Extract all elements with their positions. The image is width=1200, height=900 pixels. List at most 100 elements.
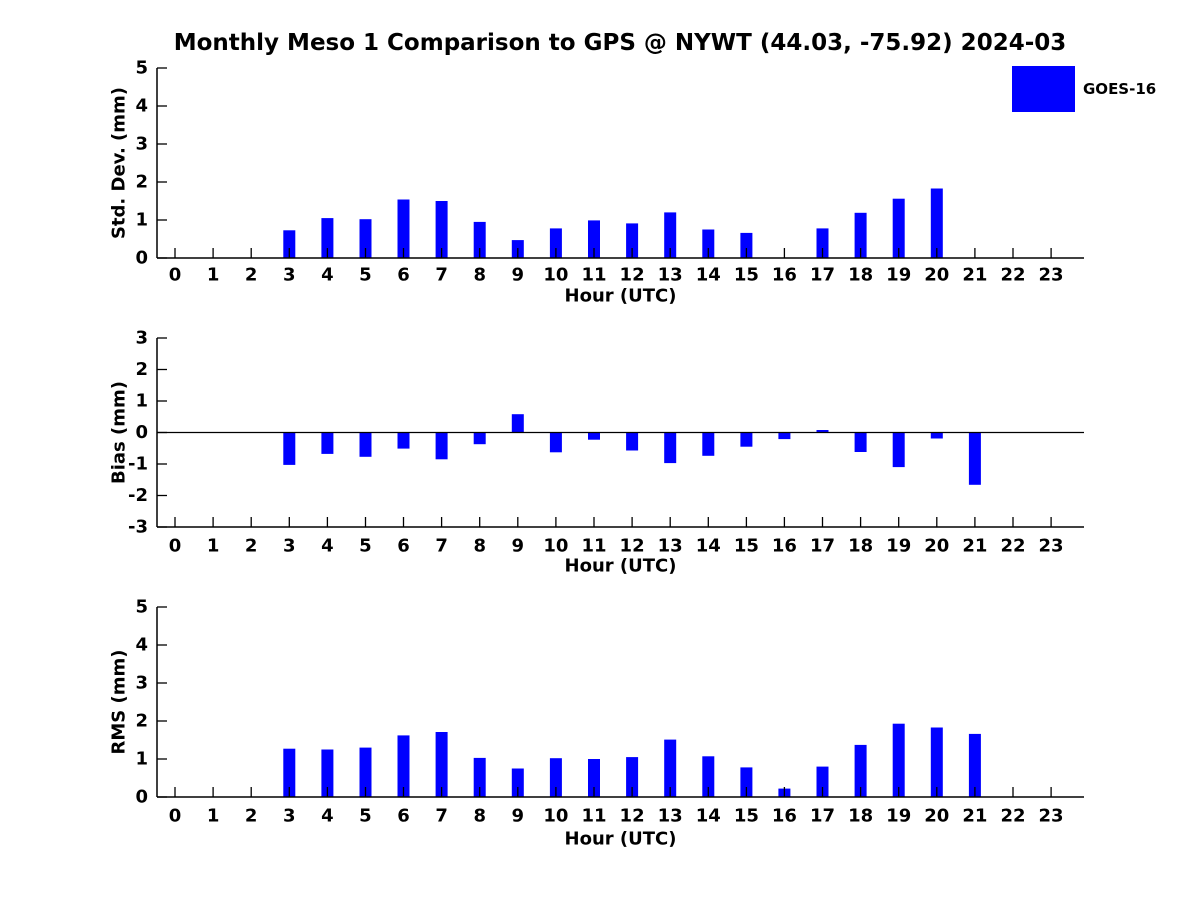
x-tick-label: 4 (321, 806, 334, 827)
bar-subplot3-hour-19 (892, 723, 905, 797)
legend: GOES-16 (1012, 66, 1156, 112)
bar-subplot1-hour-19 (892, 198, 905, 258)
x-tick-label: 17 (810, 265, 835, 286)
y-tick-label: 3 (135, 673, 148, 694)
x-tick-label: 22 (1000, 806, 1025, 827)
x-tick-label: 15 (734, 806, 759, 827)
bar-subplot1-hour-4 (321, 218, 334, 258)
x-tick-label: 15 (734, 536, 759, 557)
x-tick-label: 21 (962, 536, 987, 557)
x-tick-label: 21 (962, 265, 987, 286)
x-tick-label: 16 (772, 536, 797, 557)
bar-subplot2-hour-21 (968, 432, 981, 485)
x-tick-label: 5 (359, 265, 372, 286)
bar-subplot2-hour-13 (664, 432, 677, 464)
bar-subplot2-hour-8 (473, 432, 486, 445)
y-tick-label: -1 (128, 454, 148, 475)
x-tick-label: 3 (283, 536, 296, 557)
x-tick-label: 9 (512, 806, 525, 827)
x-tick-label: 17 (810, 536, 835, 557)
y-tick-label: 2 (135, 711, 148, 732)
bar-subplot2-hour-9 (511, 414, 524, 433)
x-tick-label: 23 (1039, 265, 1064, 286)
bar-subplot1-hour-5 (359, 219, 372, 258)
x-tick-label: 19 (886, 536, 911, 557)
bar-subplot3-hour-12 (626, 757, 639, 797)
bar-subplot3-hour-10 (549, 758, 562, 797)
bar-subplot2-hour-17 (816, 430, 829, 433)
bar-subplot3-hour-14 (702, 756, 715, 797)
x-tick-label: 12 (620, 536, 645, 557)
bar-subplot2-hour-7 (435, 432, 448, 460)
bar-subplot2-hour-16 (778, 432, 791, 440)
bar-subplot3-hour-4 (321, 749, 334, 797)
x-tick-label: 16 (772, 265, 797, 286)
bar-subplot2-hour-15 (740, 432, 753, 447)
bar-subplot3-hour-3 (283, 748, 296, 797)
y-tick-label: 2 (135, 359, 148, 380)
x-tick-label: 16 (772, 806, 797, 827)
x-tick-label: 7 (435, 536, 448, 557)
x-tick-label: 22 (1000, 265, 1025, 286)
bar-subplot2-hour-20 (930, 432, 943, 439)
y-tick-label: 4 (135, 635, 148, 656)
x-tick-label: 4 (321, 536, 334, 557)
x-tick-label: 7 (435, 806, 448, 827)
bar-subplot2-hour-3 (283, 432, 296, 465)
bar-subplot3-hour-18 (854, 744, 867, 797)
x-tick-label: 20 (924, 265, 949, 286)
bar-subplot1-hour-10 (549, 228, 562, 258)
y-axis-label: Bias (mm) (109, 381, 130, 484)
x-tick-label: 0 (169, 806, 182, 827)
x-tick-label: 4 (321, 265, 334, 286)
bar-subplot2-hour-11 (588, 432, 600, 440)
bar-subplot1-hour-17 (816, 228, 829, 258)
x-tick-label: 18 (848, 806, 873, 827)
legend-label: GOES-16 (1083, 80, 1157, 98)
x-tick-label: 1 (207, 806, 220, 827)
x-tick-label: 8 (473, 265, 486, 286)
x-tick-label: 23 (1039, 536, 1064, 557)
y-tick-label: 4 (135, 96, 148, 117)
x-tick-label: 12 (620, 806, 645, 827)
bar-subplot2-hour-6 (397, 432, 410, 449)
x-tick-label: 1 (207, 265, 220, 286)
x-tick-label: 14 (696, 806, 721, 827)
x-tick-label: 17 (810, 806, 835, 827)
x-axis-label: Hour (UTC) (565, 286, 677, 307)
y-tick-label: 5 (135, 597, 148, 618)
y-tick-label: 1 (135, 391, 148, 412)
y-tick-label: -3 (128, 517, 148, 538)
x-tick-label: 7 (435, 265, 448, 286)
bar-subplot2-hour-19 (892, 432, 905, 468)
y-tick-label: 0 (135, 787, 148, 808)
bar-subplot1-hour-8 (473, 221, 486, 258)
bar-subplot2-hour-12 (626, 432, 639, 451)
bar-subplot1-hour-11 (588, 220, 600, 258)
x-tick-label: 14 (696, 536, 721, 557)
bar-subplot1-hour-3 (283, 230, 296, 258)
y-tick-label: 3 (135, 328, 148, 349)
x-tick-label: 22 (1000, 536, 1025, 557)
x-tick-label: 3 (283, 806, 296, 827)
x-tick-label: 2 (245, 265, 258, 286)
bar-subplot2-hour-18 (854, 432, 867, 452)
bar-subplot1-hour-14 (702, 229, 715, 258)
x-tick-label: 8 (473, 806, 486, 827)
y-tick-label: -2 (128, 485, 148, 506)
y-tick-label: 5 (135, 58, 148, 79)
bar-subplot1-hour-7 (435, 201, 448, 258)
x-tick-label: 13 (658, 265, 683, 286)
y-tick-label: 2 (135, 172, 148, 193)
x-tick-label: 19 (886, 806, 911, 827)
y-tick-label: 3 (135, 134, 148, 155)
x-tick-label: 10 (543, 806, 568, 827)
x-tick-label: 19 (886, 265, 911, 286)
bar-subplot1-hour-15 (740, 232, 753, 258)
x-tick-label: 12 (620, 265, 645, 286)
bar-subplot3-hour-17 (816, 766, 829, 797)
bar-subplot2-hour-4 (321, 432, 334, 454)
x-axis-label: Hour (UTC) (565, 829, 677, 850)
x-tick-label: 8 (473, 536, 486, 557)
